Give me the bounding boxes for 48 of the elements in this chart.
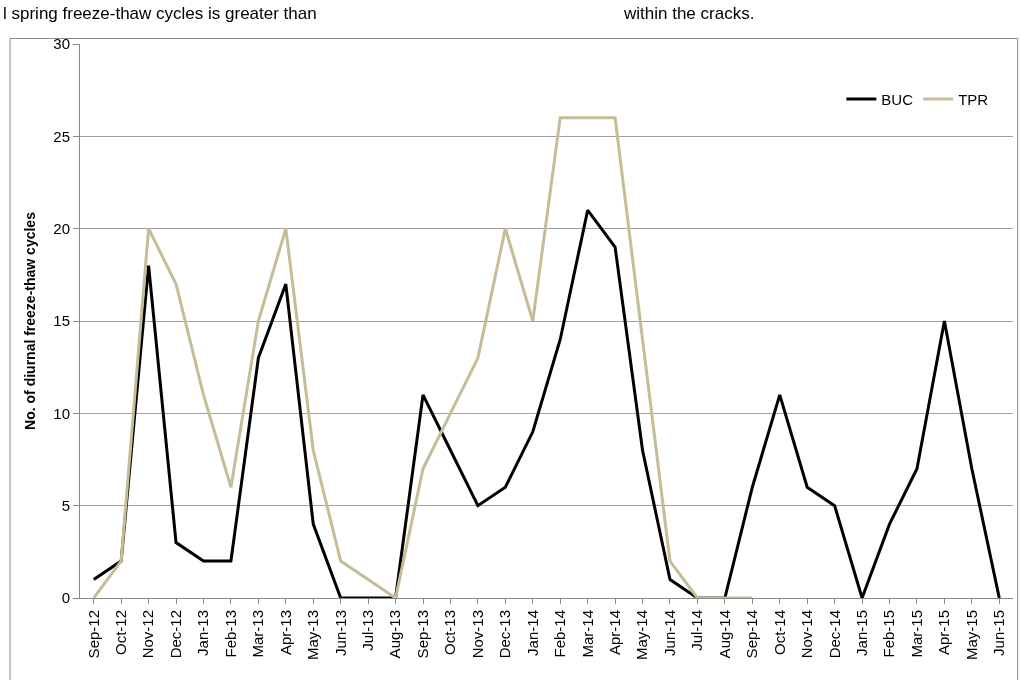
x-tick-label: Feb-15 xyxy=(880,610,898,658)
x-tick-label: Nov-13 xyxy=(468,610,486,659)
x-tick-label: Sep-12 xyxy=(84,610,102,659)
legend-label: BUC xyxy=(881,90,914,108)
text: l spring freeze-thaw cycles is greater than xyxy=(3,4,317,23)
y-tick-label: 30 xyxy=(53,35,70,53)
line-series xyxy=(92,116,754,598)
y-tick-label: 10 xyxy=(53,404,70,422)
x-tick-label: Apr-14 xyxy=(605,610,623,656)
y-axis-title: No. of diurnal freeze-thaw cycles xyxy=(21,211,38,430)
y-tick-label: 25 xyxy=(53,127,70,145)
x-tick-label: Jan-14 xyxy=(523,610,541,656)
x-tick-label: May-14 xyxy=(633,610,651,661)
x-tick-label: Aug-14 xyxy=(715,610,733,659)
x-tick-label: Jan-13 xyxy=(194,610,212,656)
y-tick-label: 0 xyxy=(61,589,70,607)
x-tick-label: Jun-13 xyxy=(331,610,349,656)
x-tick-label: Oct-13 xyxy=(441,610,459,656)
x-tick-label: Sep-14 xyxy=(743,610,761,659)
text: within the cracks. xyxy=(623,4,755,23)
x-tick-label: Mar-13 xyxy=(249,610,267,658)
x-tick-label: May-15 xyxy=(962,610,980,661)
x-tick-label: Oct-14 xyxy=(770,610,788,656)
x-tick-label: Dec-13 xyxy=(496,610,514,659)
x-tick-label: Aug-13 xyxy=(386,610,404,659)
x-tick-label: Feb-14 xyxy=(551,610,569,658)
x-tick-label: Jun-14 xyxy=(660,610,678,656)
x-tick-label: Mar-15 xyxy=(907,610,925,658)
x-tick-label: Apr-15 xyxy=(935,610,953,656)
x-tick-label: Feb-13 xyxy=(221,610,239,658)
y-tick-label: 20 xyxy=(53,219,70,237)
x-tick-label: Jan-15 xyxy=(852,610,870,656)
x-tick-label: Nov-14 xyxy=(798,610,816,659)
x-tick-label: Sep-13 xyxy=(413,610,431,659)
x-tick-label: May-13 xyxy=(304,610,322,661)
x-tick-label: Dec-14 xyxy=(825,610,843,659)
x-tick-label: Jul-14 xyxy=(688,610,706,651)
x-tick-label: Nov-12 xyxy=(139,610,157,659)
x-tick-label: Dec-12 xyxy=(166,610,184,659)
line-series xyxy=(92,208,1001,598)
x-tick-label: Oct-12 xyxy=(112,610,130,656)
x-tick-label: Jul-13 xyxy=(359,610,377,651)
x-tick-label: Apr-13 xyxy=(276,610,294,656)
y-tick-label: 5 xyxy=(61,496,70,514)
x-tick-label: Jun-15 xyxy=(990,610,1008,656)
x-tick-label: Mar-14 xyxy=(578,610,596,658)
legend-label: TPR xyxy=(958,90,989,108)
y-tick-label: 15 xyxy=(53,312,70,330)
